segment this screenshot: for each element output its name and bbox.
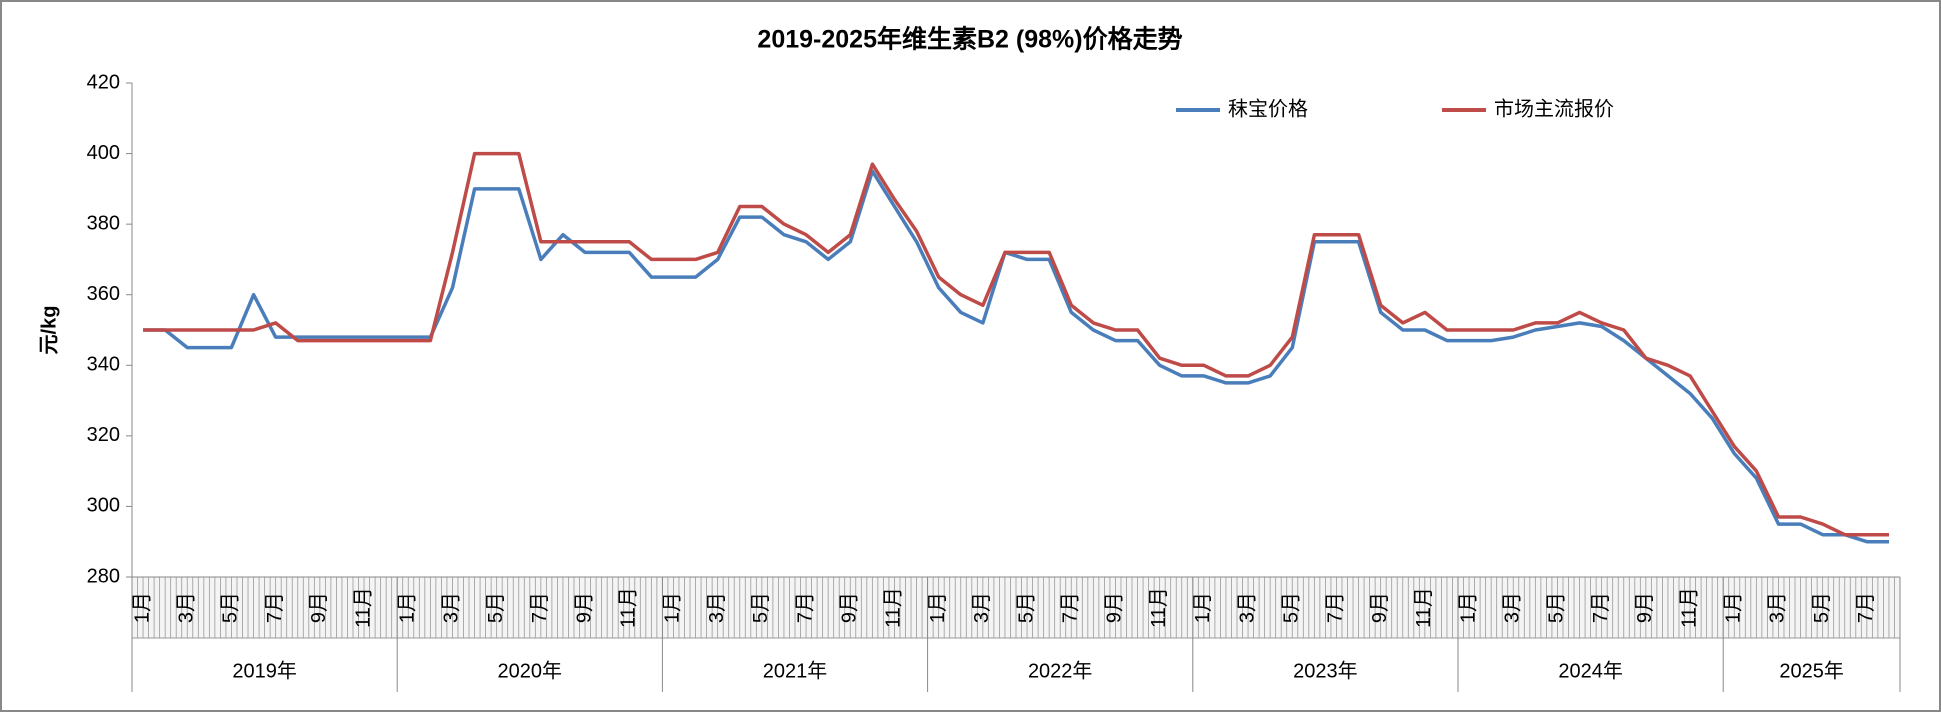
x-tick-label: 7月 [1325, 592, 1347, 623]
x-tick-label: 3月 [1767, 592, 1789, 623]
x-tick-label: 1月 [131, 592, 153, 623]
x-tick-label: 5月 [1015, 592, 1037, 623]
y-tick-label: 320 [87, 424, 120, 446]
y-tick-label: 340 [87, 354, 120, 376]
x-tick-label: 5月 [1546, 592, 1568, 623]
x-tick-label: 5月 [220, 592, 242, 623]
x-tick-label: 7月 [529, 592, 551, 623]
x-tick-label: 3月 [1502, 592, 1524, 623]
x-tick-label: 7月 [1590, 592, 1612, 623]
y-tick-label: 280 [87, 565, 120, 587]
group-label: 2023年 [1293, 659, 1358, 682]
group-label: 2024年 [1558, 659, 1623, 682]
legend-label: 秣宝价格 [1228, 97, 1308, 120]
series-line [143, 151, 1889, 537]
x-tick-label: 11月 [1413, 587, 1435, 628]
x-tick-label: 5月 [485, 592, 507, 623]
x-tick-label: 11月 [618, 587, 640, 628]
x-tick-label: 9月 [1104, 592, 1126, 623]
x-tick-label: 1月 [1192, 592, 1214, 623]
x-tick-label: 9月 [1634, 592, 1656, 623]
y-tick-label: 400 [87, 142, 120, 164]
y-tick-label: 300 [87, 495, 120, 517]
group-label: 2021年 [763, 659, 828, 682]
x-tick-label: 5月 [1811, 592, 1833, 623]
x-tick-label: 9月 [1369, 592, 1391, 623]
x-tick-label: 1月 [927, 592, 949, 623]
legend-label: 市场主流报价 [1494, 97, 1614, 120]
x-tick-label: 9月 [308, 592, 330, 623]
chart-title: 2019-2025年维生素B2 (98%)价格走势 [757, 25, 1182, 54]
group-label: 2019年 [232, 659, 297, 682]
x-tick-label: 1月 [1457, 592, 1479, 623]
x-tick-label: 1月 [662, 592, 684, 623]
x-tick-label: 3月 [971, 592, 993, 623]
x-tick-label: 1月 [1723, 592, 1745, 623]
x-tick-label: 1月 [397, 592, 419, 623]
x-tick-label: 7月 [1855, 592, 1877, 623]
y-tick-label: 420 [87, 71, 120, 93]
y-tick-label: 380 [87, 212, 120, 234]
x-tick-label: 9月 [839, 592, 861, 623]
x-tick-label: 11月 [1678, 587, 1700, 628]
y-axis-label: 元/kg [38, 306, 60, 355]
x-tick-label: 7月 [264, 592, 286, 623]
x-tick-label: 9月 [573, 592, 595, 623]
group-label: 2022年 [1028, 659, 1093, 682]
x-tick-label: 3月 [1236, 592, 1258, 623]
x-tick-label: 3月 [706, 592, 728, 623]
group-label: 2025年 [1779, 659, 1844, 682]
x-tick-label: 7月 [1060, 592, 1082, 623]
x-tick-label: 3月 [176, 592, 198, 623]
x-tick-label: 7月 [794, 592, 816, 623]
x-tick-label: 11月 [883, 587, 905, 628]
y-tick-label: 360 [87, 283, 120, 305]
group-label: 2020年 [498, 659, 563, 682]
x-tick-label: 11月 [352, 587, 374, 628]
x-tick-label: 3月 [441, 592, 463, 623]
x-tick-label: 5月 [1281, 592, 1303, 623]
x-tick-label: 11月 [1148, 587, 1170, 628]
x-tick-label: 5月 [750, 592, 772, 623]
